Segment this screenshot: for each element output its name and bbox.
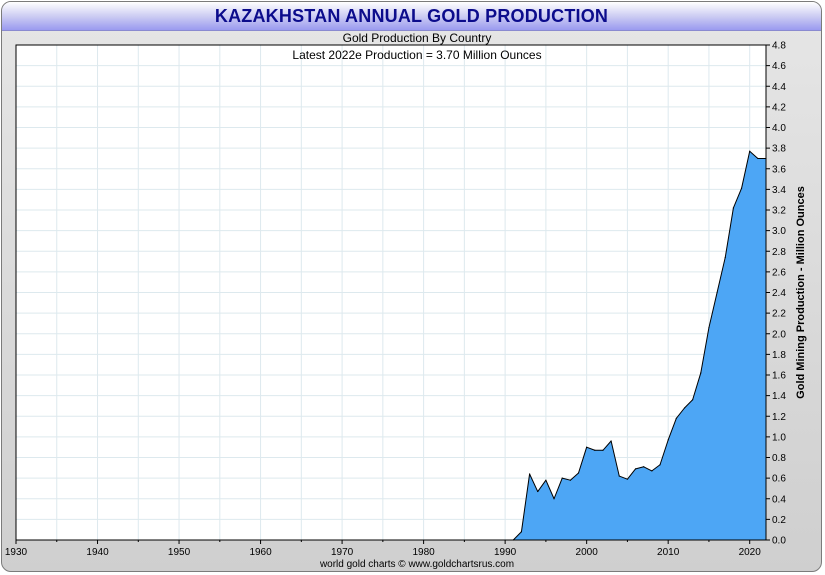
data-point <box>610 440 612 442</box>
x-tick-label: 1940 <box>86 547 109 558</box>
data-point <box>659 464 661 466</box>
y-tick-label: 1.0 <box>772 432 786 443</box>
title-bar: KAZAKHSTAN ANNUAL GOLD PRODUCTION <box>2 2 821 31</box>
y-tick-label: 3.4 <box>772 185 786 196</box>
y-tick-label: 4.2 <box>772 102 786 113</box>
y-tick-label: 2.0 <box>772 329 786 340</box>
data-point <box>740 187 743 189</box>
y-tick-label: 3.6 <box>772 164 786 175</box>
y-tick-label: 4.4 <box>772 82 786 93</box>
data-point <box>700 372 702 374</box>
y-tick-label: 0.4 <box>772 494 786 505</box>
y-tick-label: 2.4 <box>772 288 786 299</box>
x-tick-label: 2000 <box>576 547 599 558</box>
area-fill-series-0 <box>513 151 766 540</box>
y-tick-label: 0.8 <box>772 453 786 464</box>
data-point <box>667 439 669 441</box>
data-point <box>553 498 555 500</box>
data-point <box>561 477 563 479</box>
data-point <box>520 531 523 533</box>
y-tick-label: 3.2 <box>772 206 786 217</box>
data-point <box>732 207 734 209</box>
data-point <box>594 449 596 451</box>
x-tick-label: 1990 <box>494 547 517 558</box>
y-tick-label: 2.8 <box>772 247 786 258</box>
x-tick-label: 1980 <box>412 547 435 558</box>
data-point <box>651 470 653 472</box>
y-tick-label: 0.0 <box>772 536 786 547</box>
x-tick-label: 1950 <box>168 547 191 558</box>
y-tick-label: 4.8 <box>772 41 786 52</box>
y-tick-label: 4.0 <box>772 123 786 134</box>
y-tick-label: 3.0 <box>772 226 786 237</box>
y-tick-label: 1.6 <box>772 371 786 382</box>
y-tick-label: 1.4 <box>772 391 786 402</box>
data-point <box>716 291 718 294</box>
data-point <box>708 326 710 329</box>
data-point <box>528 473 531 475</box>
y-tick-label: 0.2 <box>772 515 786 526</box>
data-point <box>545 479 547 481</box>
data-point <box>749 150 751 152</box>
axes: 4.8 4.6 4.4 4.2 4.0 3.8 3.6 3.4 3.2 3.0 2.8 2.6 2.4 2… <box>5 41 786 559</box>
chart-annotation: Latest 2022e Production = 3.70 Million O… <box>292 48 541 62</box>
chart-title: KAZAKHSTAN ANNUAL GOLD PRODUCTION <box>214 6 609 26</box>
data-point <box>643 466 645 468</box>
y-tick-label: 3.8 <box>772 144 786 155</box>
x-tick-label: 2010 <box>657 547 680 558</box>
y-tick-label: 2.2 <box>772 309 786 320</box>
data-point <box>586 446 588 448</box>
y-tick-label: 4.6 <box>772 61 786 72</box>
data-point <box>692 399 694 401</box>
data-point <box>683 407 686 409</box>
area-line-series-0 <box>512 150 766 541</box>
data-point <box>675 417 677 419</box>
x-tick-label: 1960 <box>249 547 272 558</box>
data-point <box>626 478 629 480</box>
y-tick-label: 0.6 <box>772 474 786 485</box>
x-tick-label: 1930 <box>5 547 28 558</box>
x-tick-label: 2020 <box>739 547 762 558</box>
data-point <box>537 490 539 493</box>
data-point <box>757 157 759 160</box>
data-point <box>577 472 580 474</box>
y-tick-label: 1.2 <box>772 412 786 423</box>
data-point <box>569 479 571 481</box>
y-tick-label: 2.6 <box>772 267 786 278</box>
grid <box>16 45 766 540</box>
data-point <box>634 468 637 470</box>
chart-footer: world gold charts © www.goldchartsrus.co… <box>319 559 514 570</box>
data-point <box>602 449 604 451</box>
y-axis-label: Gold Mining Production - Million Ounces <box>795 186 807 399</box>
x-tick-label: 1970 <box>331 547 354 558</box>
data-point <box>618 475 620 477</box>
chart-subtitle: Gold Production By Country <box>343 31 492 45</box>
data-area-layer <box>512 150 767 541</box>
y-tick-label: 1.8 <box>772 350 786 361</box>
data-point <box>724 256 726 259</box>
